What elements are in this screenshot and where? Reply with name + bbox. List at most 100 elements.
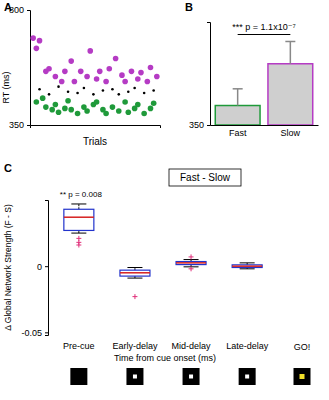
median <box>120 272 150 274</box>
y-axis: -0.050 <box>21 201 48 338</box>
point <box>48 93 51 96</box>
y-axis-tick-mark <box>27 10 30 11</box>
point <box>34 46 40 52</box>
stimulus-icon <box>294 368 311 385</box>
point <box>78 69 84 75</box>
whisker-cap <box>240 268 255 269</box>
point <box>83 87 86 90</box>
points <box>30 35 159 116</box>
point <box>154 74 160 80</box>
significance-label: *** p = 1.1x10⁻⁷ <box>232 22 295 32</box>
point <box>37 38 43 44</box>
x-axis-tick-label: Slow <box>281 128 301 138</box>
panel-a: 350800ART (ms)Trials <box>1 1 161 147</box>
point <box>152 89 155 92</box>
x-axis-tick: Fast <box>229 125 247 138</box>
point <box>38 88 41 91</box>
point <box>49 107 55 113</box>
outlier <box>132 294 137 299</box>
box-plot <box>120 268 150 300</box>
point <box>75 111 81 117</box>
point <box>122 99 128 105</box>
point <box>84 74 90 80</box>
point <box>72 79 78 85</box>
point <box>53 74 59 80</box>
point <box>148 65 154 71</box>
stimulus-icon <box>70 368 87 385</box>
error-bar <box>233 89 243 106</box>
icon-dot <box>300 374 305 379</box>
x-axis-tick: Slow <box>281 125 301 138</box>
icon-frame <box>70 368 87 385</box>
significance-label: ** p = 0.008 <box>60 190 103 199</box>
point <box>103 79 109 85</box>
point <box>97 69 103 75</box>
error-bar-stem <box>290 41 292 63</box>
stimulus-icon <box>183 368 200 385</box>
point <box>135 76 141 82</box>
y-axis-tick: 350 <box>9 120 30 130</box>
outlier <box>189 254 194 259</box>
point <box>67 90 70 93</box>
point <box>129 69 135 75</box>
significance-bracket <box>238 34 291 35</box>
point <box>102 89 105 92</box>
point <box>92 93 95 96</box>
y-axis-tick: 350 <box>189 120 210 130</box>
x-axis-tick: Late-delay <box>226 335 269 351</box>
title: Fast - Slow <box>180 172 231 183</box>
icon-dot <box>133 375 137 379</box>
point <box>62 106 68 112</box>
y-axis-tick-mark <box>45 332 48 333</box>
point <box>138 70 144 76</box>
median <box>176 262 206 264</box>
point <box>68 58 74 64</box>
boxes <box>64 204 262 299</box>
stimulus-icon <box>126 368 143 385</box>
whisker-cap <box>71 203 86 204</box>
icon-frame <box>126 368 143 385</box>
point <box>125 109 131 115</box>
point <box>113 56 119 62</box>
point <box>87 48 93 54</box>
point <box>68 107 74 113</box>
x-axis <box>31 126 161 129</box>
point <box>40 95 46 101</box>
panel-label: A <box>4 1 12 13</box>
point <box>59 79 65 85</box>
y-axis-tick-label: 350 <box>189 120 204 130</box>
median <box>64 216 94 218</box>
y-axis-tick-mark <box>45 266 48 267</box>
point <box>116 108 122 114</box>
y-axis-tick-label: 0 <box>37 262 42 272</box>
point <box>56 109 62 115</box>
point <box>135 102 141 108</box>
y-axis-title: Δ Global Network Strength (F - S) <box>3 204 13 331</box>
point <box>143 92 146 95</box>
box-plot <box>64 204 94 248</box>
y-axis-line <box>27 11 31 126</box>
point <box>94 76 100 82</box>
point <box>65 98 71 104</box>
panel-c: -0.050Pre-cueEarly-delayMid-delayLate-de… <box>3 162 311 385</box>
y-axis-line <box>45 201 49 336</box>
bar <box>268 64 313 125</box>
x-axis-tick-label: Late-delay <box>226 341 269 351</box>
point <box>62 69 68 75</box>
y-axis-tick-mark <box>27 125 30 126</box>
y-axis-line <box>207 23 211 126</box>
box <box>232 265 262 268</box>
icon-frame <box>239 368 256 385</box>
icon-dot <box>189 375 193 379</box>
point <box>141 111 147 117</box>
point <box>43 104 49 110</box>
x-axis-title: Trials <box>83 136 107 147</box>
whisker <box>78 204 79 209</box>
point <box>84 108 90 114</box>
point <box>76 92 79 95</box>
error-bar-cap <box>285 41 295 43</box>
point <box>34 99 40 105</box>
box-plot <box>232 263 262 269</box>
x-axis-tick: Pre-cue <box>63 335 95 351</box>
bar <box>215 106 260 125</box>
